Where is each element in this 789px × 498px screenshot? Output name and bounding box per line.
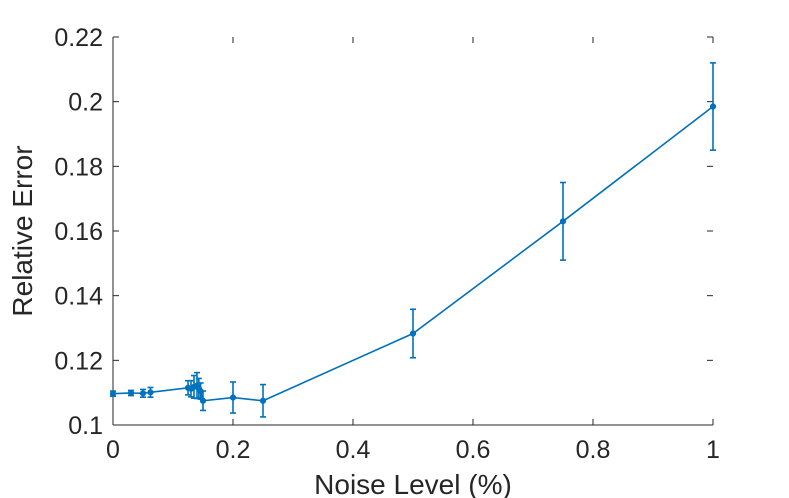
- x-tick-label: 0.8: [576, 436, 611, 464]
- y-tick-label: 0.1: [68, 412, 103, 440]
- data-point: [229, 394, 237, 401]
- data-point: [709, 103, 717, 110]
- data-point: [139, 390, 147, 397]
- data-point: [259, 397, 267, 404]
- data-point: [147, 389, 154, 396]
- x-tick-label: 0.2: [216, 436, 251, 464]
- y-tick-label: 0.18: [54, 153, 103, 181]
- data-point: [109, 390, 117, 397]
- x-tick-label: 0: [106, 436, 120, 464]
- x-tick-label: 0.4: [336, 436, 371, 464]
- data-point: [559, 218, 567, 225]
- x-axis-label: Noise Level (%): [314, 469, 512, 498]
- data-point: [409, 330, 417, 337]
- y-tick-label: 0.14: [54, 283, 103, 311]
- y-tick-label: 0.2: [68, 89, 103, 117]
- x-tick-label: 0.6: [456, 436, 491, 464]
- y-axis-label: Relative Error: [7, 145, 38, 316]
- y-tick-label: 0.22: [54, 24, 103, 52]
- x-tick-label: 1: [706, 436, 720, 464]
- data-point: [127, 389, 135, 397]
- axes: [112, 37, 713, 426]
- data-point: [199, 397, 207, 404]
- y-tick-label: 0.12: [54, 347, 103, 375]
- tick-marks: [112, 36, 714, 426]
- tick-labels: 0 0.2 0.4 0.6 0.8 1 0.1 0.12 0.14 0.16 0.18 0.2 0.22: [54, 24, 720, 464]
- y-tick-label: 0.16: [54, 218, 103, 246]
- data-series: [109, 62, 717, 418]
